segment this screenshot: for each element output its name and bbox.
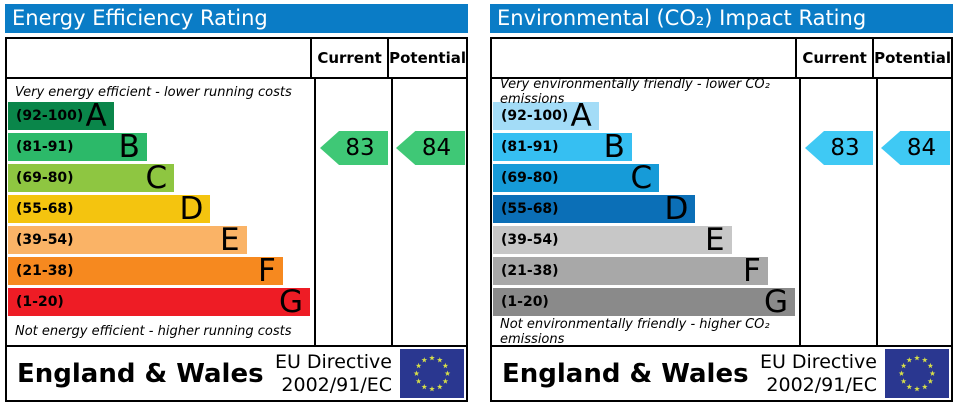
- band-e-range: (39-54): [501, 232, 559, 248]
- energy-chart-body: Very energy efficient - lower running co…: [7, 79, 466, 347]
- environmental-top-note: Very environmentally friendly - lower CO…: [500, 77, 770, 107]
- band-g-range: (1-20): [16, 294, 64, 310]
- energy-current-value: 83: [345, 135, 375, 161]
- environmental-eu-directive-line1: EU Directive: [759, 350, 877, 373]
- band-f: (21-38) F: [8, 253, 283, 289]
- band-b-range: (81-91): [501, 139, 559, 155]
- environmental-footer: England & Wales EU Directive 2002/91/EC: [492, 347, 951, 400]
- band-e-letter: E: [219, 222, 240, 258]
- energy-top-note: Very energy efficient - lower running co…: [15, 84, 292, 100]
- environmental-region-label: England & Wales: [502, 358, 749, 389]
- band-c: (69-80) C: [8, 160, 175, 196]
- band-b: (81-91) B: [8, 129, 147, 165]
- energy-eu-directive-line1: EU Directive: [274, 350, 392, 373]
- environmental-current-header: Current: [795, 39, 872, 77]
- band-g-letter: G: [278, 284, 303, 320]
- environmental-potential-header: Potential: [872, 39, 951, 77]
- environmental-potential-column: 84: [876, 79, 951, 345]
- band-b-range: (81-91): [16, 139, 74, 155]
- energy-efficiency-panel: Energy Efficiency Rating Current Potenti…: [5, 4, 468, 404]
- band-c: (69-80) C: [493, 160, 660, 196]
- band-c-range: (69-80): [501, 170, 559, 186]
- band-b-letter: B: [603, 129, 625, 165]
- environmental-eu-directive: EU Directive 2002/91/EC: [760, 351, 877, 397]
- band-d: (55-68) D: [493, 191, 696, 227]
- environmental-chart-box: Current Potential Very environmentally f…: [490, 37, 953, 402]
- band-f-range: (21-38): [501, 263, 559, 279]
- band-c-letter: C: [145, 160, 168, 196]
- environmental-bands: (92-100) A (81-91) B (69-80) C (55-68): [493, 98, 795, 320]
- band-f-letter: F: [257, 253, 276, 289]
- eu-flag-icon: [885, 349, 949, 398]
- band-e: (39-54) E: [8, 222, 247, 258]
- energy-eu-directive-line2: 2002/91/EC: [281, 373, 392, 396]
- energy-bands: (92-100) A (81-91) B (69-80) C (55-68): [8, 98, 310, 320]
- band-d-letter: D: [179, 191, 204, 227]
- environmental-potential-arrow: 84: [881, 131, 950, 165]
- energy-header-spacer: [7, 39, 310, 77]
- energy-eu-directive: EU Directive 2002/91/EC: [275, 351, 392, 397]
- band-c-range: (69-80): [16, 170, 74, 186]
- band-d-range: (55-68): [16, 201, 74, 217]
- energy-bottom-note: Not energy efficient - higher running co…: [15, 324, 292, 339]
- band-b: (81-91) B: [493, 129, 632, 165]
- energy-current-column: 83: [314, 79, 391, 345]
- energy-potential-arrow: 84: [396, 131, 465, 165]
- band-e-range: (39-54): [16, 232, 74, 248]
- band-a-range: (92-100): [16, 108, 84, 124]
- band-a-letter: A: [570, 98, 592, 134]
- band-a-range: (92-100): [501, 108, 569, 124]
- band-f-range: (21-38): [16, 263, 74, 279]
- band-b-letter: B: [118, 129, 140, 165]
- energy-region-label: England & Wales: [17, 358, 264, 389]
- environmental-bands-column: Very environmentally friendly - lower CO…: [492, 77, 799, 347]
- band-e-letter: E: [704, 222, 725, 258]
- environmental-chart-body: Very environmentally friendly - lower CO…: [492, 77, 951, 347]
- band-f: (21-38) F: [493, 253, 768, 289]
- energy-potential-column: 84: [391, 79, 466, 345]
- energy-current-arrow: 83: [320, 131, 388, 165]
- band-a-letter: A: [85, 98, 107, 134]
- eu-flag-icon: [400, 349, 464, 398]
- energy-potential-value: 84: [421, 135, 452, 161]
- environmental-header-row: Current Potential: [492, 39, 951, 79]
- band-d-letter: D: [664, 191, 689, 227]
- energy-bands-column: Very energy efficient - lower running co…: [7, 79, 314, 345]
- band-e: (39-54) E: [493, 222, 732, 258]
- band-d: (55-68) D: [8, 191, 211, 227]
- environmental-current-value: 83: [830, 135, 860, 161]
- band-g: (1-20) G: [8, 284, 310, 320]
- environmental-current-column: 83: [799, 79, 876, 345]
- energy-potential-header: Potential: [387, 39, 466, 77]
- band-d-range: (55-68): [501, 201, 559, 217]
- energy-chart-box: Current Potential Very energy efficient …: [5, 37, 468, 402]
- energy-panel-title: Energy Efficiency Rating: [5, 4, 468, 33]
- band-g-letter: G: [763, 284, 788, 320]
- band-a: (92-100) A: [493, 98, 599, 134]
- environmental-impact-panel: Environmental (CO₂) Impact Rating Curren…: [490, 4, 953, 404]
- energy-footer: England & Wales EU Directive 2002/91/EC: [7, 347, 466, 400]
- band-a: (92-100) A: [8, 98, 114, 134]
- environmental-panel-title: Environmental (CO₂) Impact Rating: [490, 4, 953, 33]
- band-g-range: (1-20): [501, 294, 549, 310]
- energy-current-header: Current: [310, 39, 387, 77]
- band-c-letter: C: [630, 160, 653, 196]
- energy-header-row: Current Potential: [7, 39, 466, 79]
- band-f-letter: F: [742, 253, 761, 289]
- environmental-header-spacer: [492, 39, 795, 77]
- band-g: (1-20) G: [493, 284, 795, 320]
- environmental-eu-directive-line2: 2002/91/EC: [766, 373, 877, 396]
- environmental-current-arrow: 83: [805, 131, 873, 165]
- environmental-potential-value: 84: [906, 135, 937, 161]
- environmental-bottom-note: Not environmentally friendly - higher CO…: [500, 316, 770, 347]
